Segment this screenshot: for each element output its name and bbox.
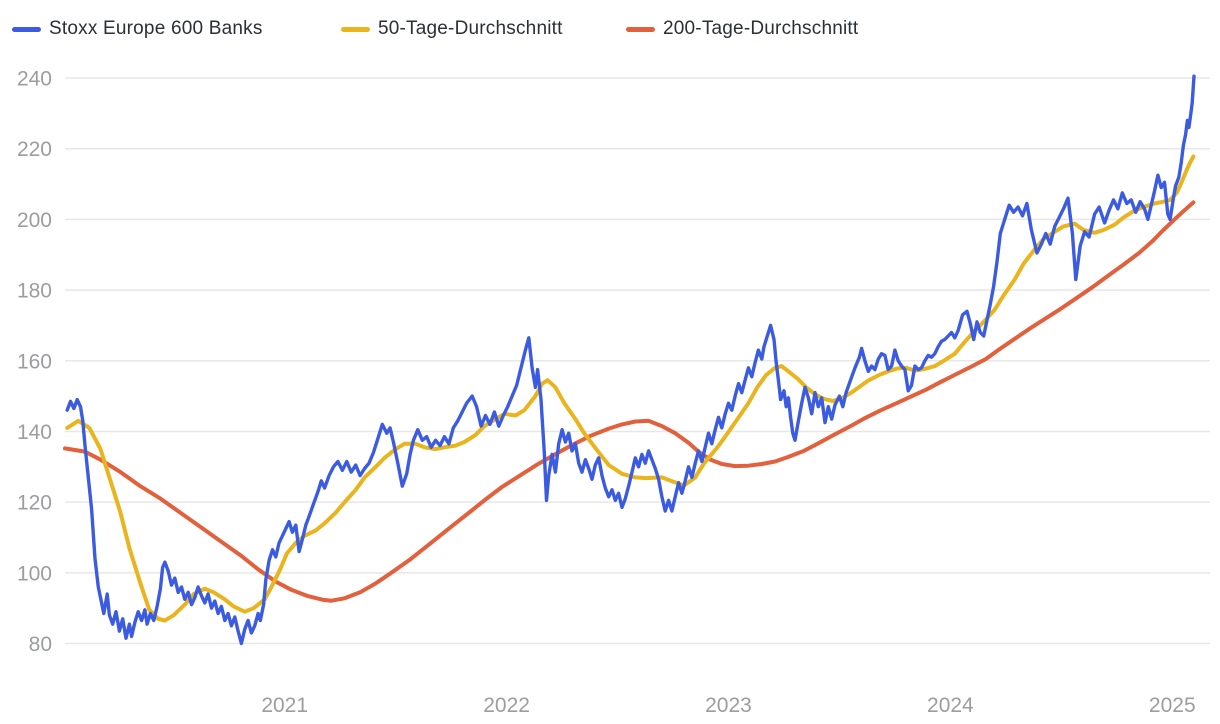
y-axis-tick-120: 120 [17, 492, 52, 515]
legend-label-ma200: 200-Tage-Durchschnitt [663, 18, 859, 39]
x-axis-tick-2022: 2022 [483, 694, 530, 717]
ma200-line-swatch-icon [626, 26, 655, 32]
series-line-0 [63, 200, 1196, 603]
x-axis-tick-2021: 2021 [261, 694, 308, 717]
chart-legend: Stoxx Europe 600 Banks 50-Tage-Durchschn… [0, 18, 1220, 42]
y-axis-tick-160: 160 [17, 350, 52, 373]
x-axis-tick-2023: 2023 [705, 694, 752, 717]
y-axis-tick-80: 80 [29, 633, 52, 656]
legend-label-index: Stoxx Europe 600 Banks [49, 18, 263, 39]
legend-item-ma50[interactable]: 50-Tage-Durchschnitt [341, 18, 563, 40]
y-axis-tick-140: 140 [17, 421, 52, 444]
y-axis-tick-220: 220 [17, 138, 52, 161]
ma50-line-swatch-icon [341, 26, 370, 32]
index-line-swatch-icon [12, 26, 41, 32]
x-axis-tick-2025: 2025 [1149, 694, 1196, 717]
series-line-1 [65, 154, 1196, 623]
y-axis-tick-100: 100 [17, 562, 52, 585]
legend-item-index[interactable]: Stoxx Europe 600 Banks [12, 18, 263, 40]
legend-item-ma200[interactable]: 200-Tage-Durchschnitt [626, 18, 858, 40]
y-axis-tick-180: 180 [17, 280, 52, 303]
x-axis-tick-2024: 2024 [927, 694, 974, 717]
y-axis-tick-200: 200 [17, 209, 52, 232]
series-line-2 [65, 74, 1196, 646]
legend-label-ma50: 50-Tage-Durchschnitt [378, 18, 563, 39]
y-axis-tick-240: 240 [17, 68, 52, 91]
